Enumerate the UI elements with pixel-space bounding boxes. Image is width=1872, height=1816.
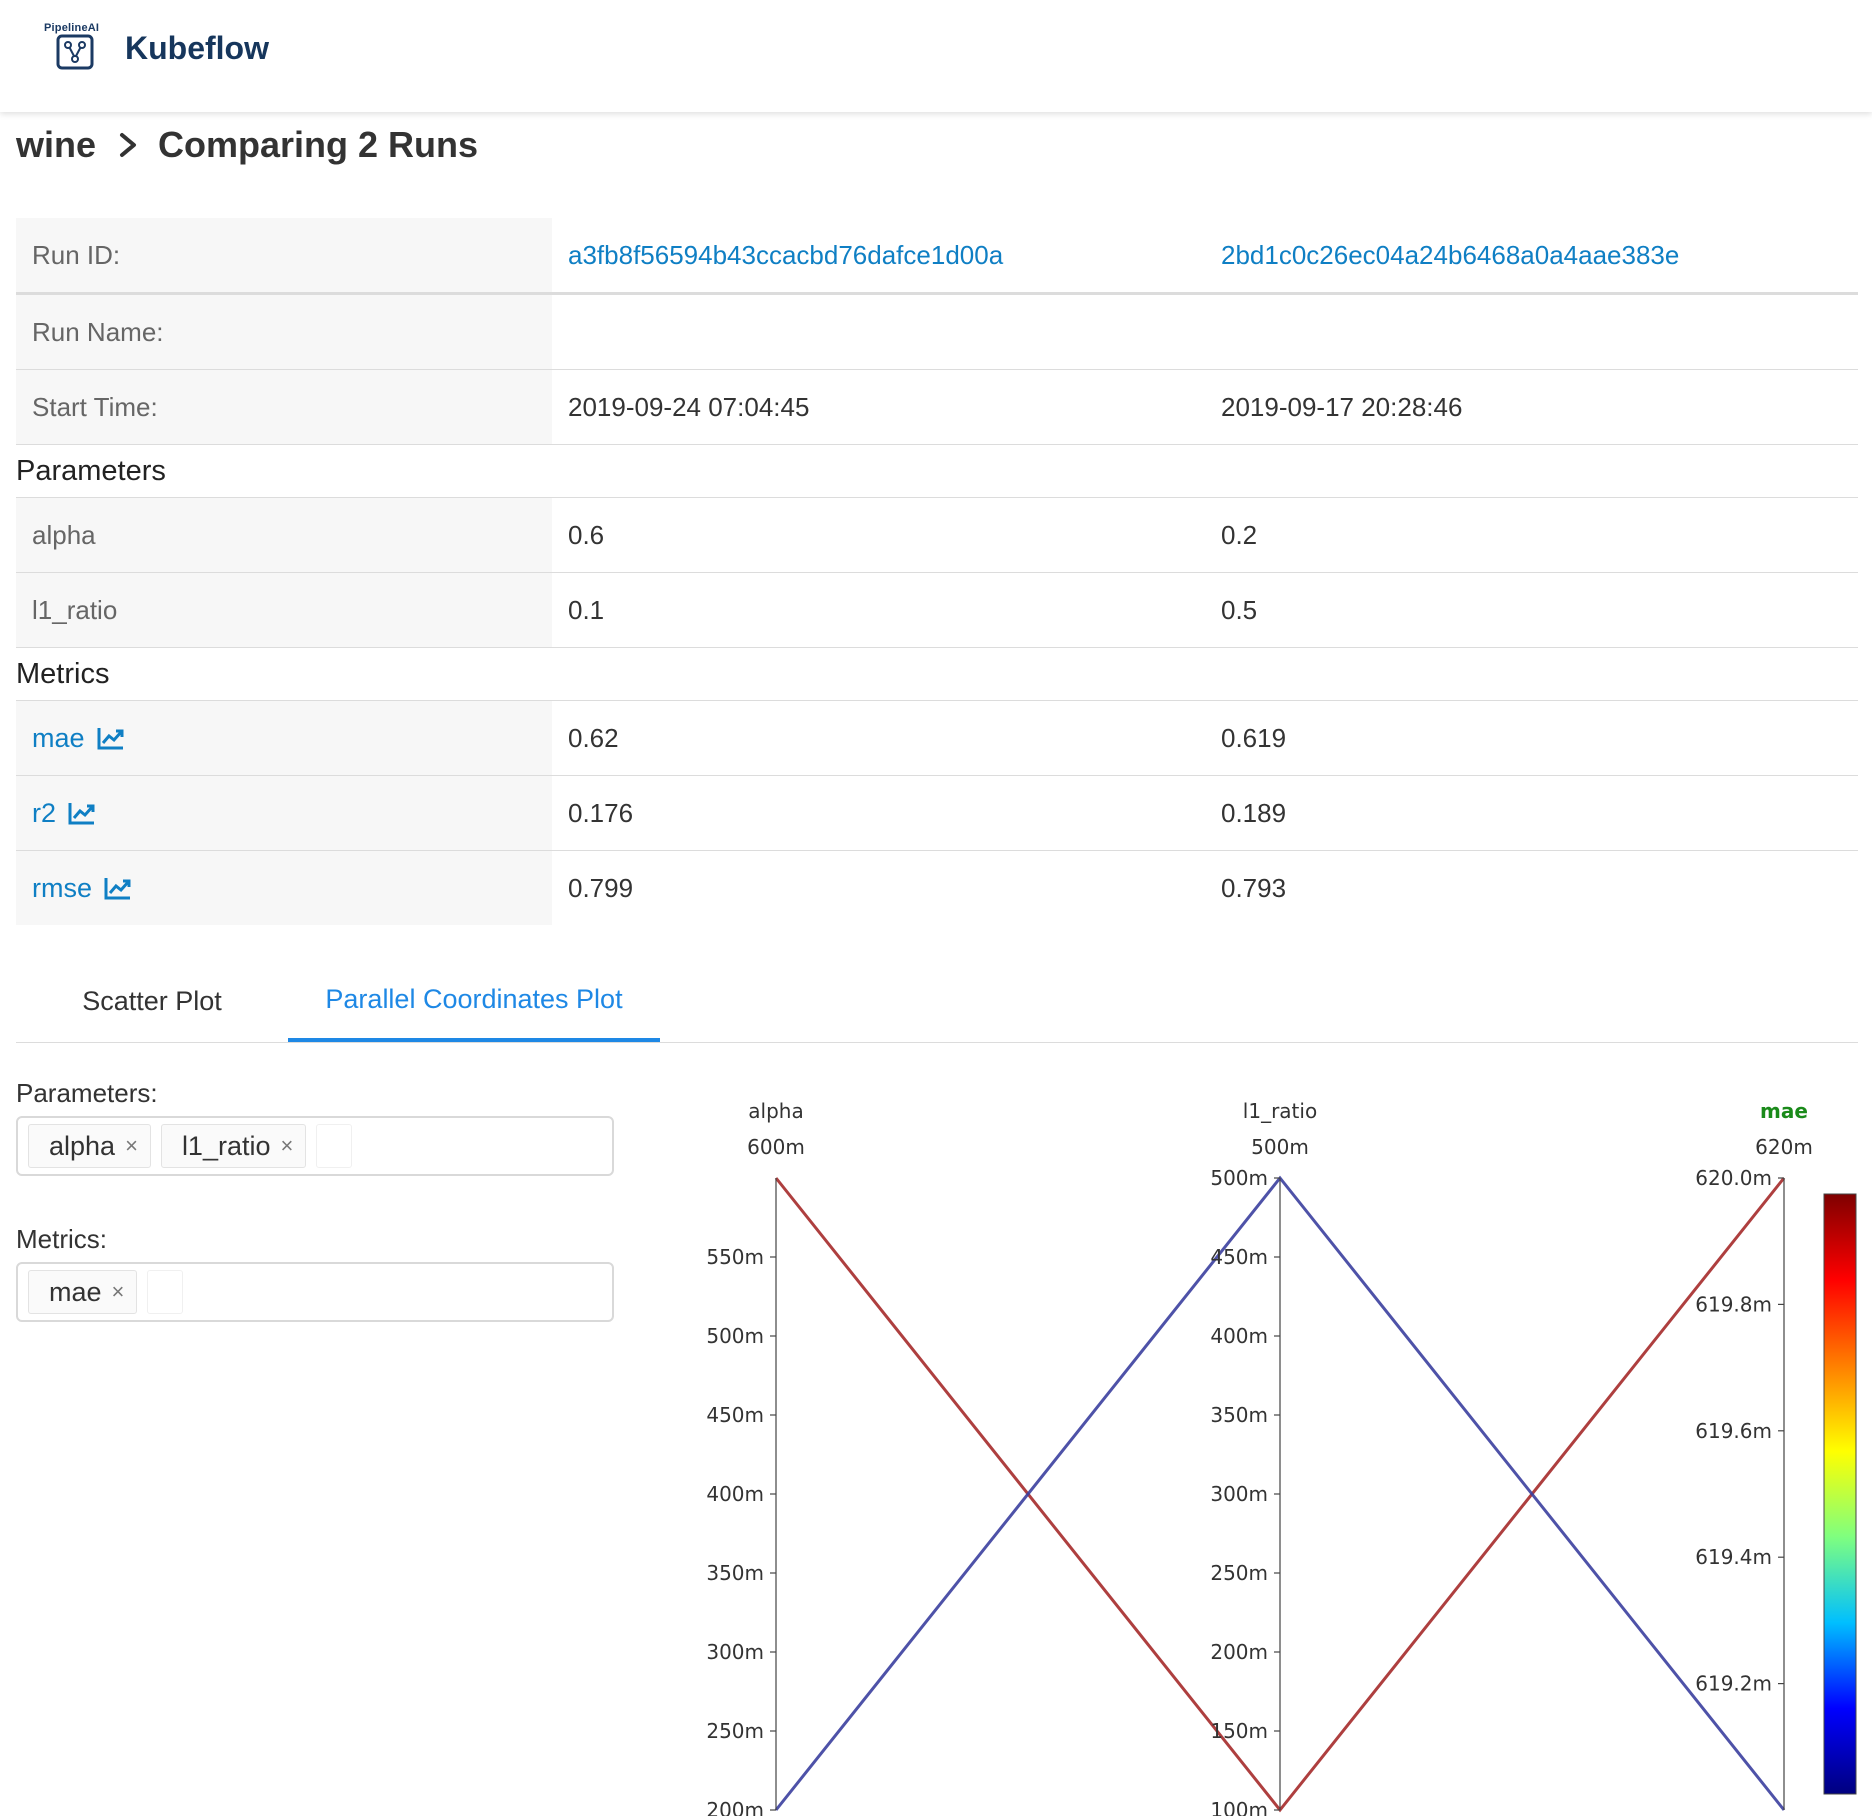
tab-parallel-coordinates-plot[interactable]: Parallel Coordinates Plot: [288, 960, 660, 1042]
axis-top-value: 600m: [747, 1135, 805, 1159]
param-value: 0.1: [568, 594, 605, 625]
data-line: [774, 1175, 1786, 1811]
start-time-label: Start Time:: [16, 370, 552, 444]
param-value: 0.2: [1221, 519, 1258, 550]
parameters-heading: Parameters: [16, 445, 1858, 498]
run-id-label: Run ID:: [16, 218, 552, 292]
tick-label: 150m: [1210, 1719, 1268, 1743]
metric-name[interactable]: mae: [32, 722, 85, 753]
metric-link[interactable]: mae: [32, 723, 125, 754]
metric-value: 0.619: [1221, 722, 1287, 753]
selected-tag: mae ×: [28, 1270, 138, 1314]
metric-value: 0.793: [1221, 872, 1287, 903]
param-value: 0.5: [1221, 594, 1258, 625]
axis-top-value: 620m: [1755, 1135, 1813, 1159]
run-id-row: Run ID: a3fb8f56594b43ccacbd76dafce1d00a…: [16, 218, 1858, 295]
metrics-selector-label: Metrics:: [16, 1224, 107, 1254]
plot-tabs: Scatter Plot Parallel Coordinates Plot: [16, 960, 1858, 1043]
tick-label: 450m: [706, 1403, 764, 1427]
logo-caption: PipelineAI: [44, 22, 100, 34]
metric-name[interactable]: r2: [32, 797, 57, 828]
tab-scatter-plot[interactable]: Scatter Plot: [82, 985, 222, 1016]
run-name-value: [552, 295, 1205, 369]
close-icon[interactable]: ×: [125, 1133, 138, 1158]
tick-label: 200m: [1210, 1640, 1268, 1664]
metric-row: mae 0.62 0.619: [16, 701, 1858, 776]
tick-label: 100m: [1210, 1798, 1268, 1816]
breadcrumb-experiment[interactable]: wine: [16, 124, 97, 165]
tick-label: 250m: [706, 1719, 764, 1743]
brand-name[interactable]: Kubeflow: [125, 30, 269, 66]
selected-tag: l1_ratio ×: [160, 1124, 307, 1168]
tick-label: 619.6m: [1695, 1419, 1772, 1443]
line-chart-icon[interactable]: [104, 876, 132, 900]
tick-label: 300m: [1210, 1482, 1268, 1506]
tick-label: 400m: [706, 1482, 764, 1506]
metric-value: 0.189: [1221, 797, 1287, 828]
tick-label: 400m: [1210, 1324, 1268, 1348]
metrics-heading: Metrics: [16, 648, 1858, 701]
start-time-row: Start Time: 2019-09-24 07:04:45 2019-09-…: [16, 370, 1858, 445]
param-name: alpha: [16, 498, 552, 572]
metric-value: 0.799: [568, 872, 634, 903]
metric-value: 0.176: [568, 797, 634, 828]
axis-title: mae: [1760, 1099, 1808, 1123]
metric-row: rmse 0.799 0.793: [16, 851, 1858, 925]
tick-label: 619.2m: [1695, 1672, 1772, 1696]
metric-value: 0.62: [568, 722, 619, 753]
run-name-value: [1205, 295, 1858, 369]
line-chart-icon[interactable]: [68, 801, 96, 825]
tick-label: 619.8m: [1695, 1292, 1772, 1316]
page-title: Comparing 2 Runs: [158, 124, 479, 165]
close-icon[interactable]: ×: [280, 1133, 294, 1158]
tick-label: 350m: [1210, 1403, 1268, 1427]
tag-label: mae: [49, 1276, 102, 1307]
top-bar: PipelineAI Kubeflow: [0, 0, 1872, 112]
axis-top-value: 500m: [1251, 1135, 1309, 1159]
tick-label: 500m: [1210, 1166, 1268, 1190]
start-time-value: 2019-09-24 07:04:45: [568, 391, 810, 422]
line-chart-icon[interactable]: [97, 726, 125, 750]
run-name-label: Run Name:: [16, 295, 552, 369]
tick-label: 250m: [1210, 1561, 1268, 1585]
chevron-right-icon: [120, 133, 137, 157]
close-icon[interactable]: ×: [111, 1279, 125, 1304]
tick-label: 550m: [706, 1245, 764, 1269]
parameters-selector-label: Parameters:: [16, 1078, 158, 1108]
tick-label: 619.4m: [1695, 1545, 1772, 1569]
colorbar: [1823, 1193, 1857, 1795]
param-value: 0.6: [568, 519, 605, 550]
select-search-input[interactable]: [316, 1124, 353, 1168]
start-time-value: 2019-09-17 20:28:46: [1221, 391, 1463, 422]
select-search-input[interactable]: [147, 1270, 184, 1314]
parameters-select[interactable]: alpha × l1_ratio ×: [16, 1116, 614, 1176]
tag-label: l1_ratio: [181, 1130, 271, 1161]
param-row: alpha 0.6 0.2: [16, 498, 1858, 573]
axis-title: l1_ratio: [1243, 1099, 1317, 1123]
selected-tag: alpha ×: [28, 1124, 151, 1168]
param-name: l1_ratio: [16, 573, 552, 647]
data-line: [774, 1177, 1786, 1813]
kubeflow-logo-icon: [56, 34, 94, 70]
tick-label: 500m: [706, 1324, 764, 1348]
metric-row: r2 0.176 0.189: [16, 776, 1858, 851]
breadcrumb: wine Comparing 2 Runs: [16, 120, 478, 170]
metric-link[interactable]: rmse: [32, 873, 132, 904]
param-row: l1_ratio 0.1 0.5: [16, 573, 1858, 648]
metrics-select[interactable]: mae ×: [16, 1262, 614, 1322]
metric-name[interactable]: rmse: [32, 872, 92, 903]
axis-title: alpha: [748, 1099, 803, 1123]
comparison-table: Run ID: a3fb8f56594b43ccacbd76dafce1d00a…: [16, 218, 1858, 925]
run-id-link[interactable]: 2bd1c0c26ec04a24b6468a0a4aae383e: [1221, 239, 1680, 270]
tick-label: 300m: [706, 1640, 764, 1664]
tick-label: 620.0m: [1695, 1166, 1772, 1190]
metric-link[interactable]: r2: [32, 798, 96, 829]
run-name-row: Run Name:: [16, 295, 1858, 370]
run-id-link[interactable]: a3fb8f56594b43ccacbd76dafce1d00a: [568, 239, 1004, 270]
tag-label: alpha: [49, 1130, 116, 1161]
tick-label: 450m: [1210, 1245, 1268, 1269]
tick-label: 350m: [706, 1561, 764, 1585]
tick-label: 200m: [706, 1798, 764, 1816]
